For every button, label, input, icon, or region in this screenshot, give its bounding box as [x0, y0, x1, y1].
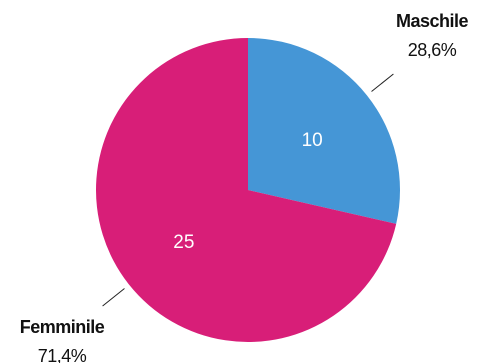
slice-value-maschile: 10	[302, 130, 323, 151]
percent-label-maschile: 28,6%	[408, 40, 457, 60]
leader-line-maschile	[371, 73, 394, 92]
pie-slice-femminile	[96, 38, 397, 342]
leader-line-femminile	[102, 288, 125, 307]
percent-label-femminile: 71,4%	[38, 346, 87, 363]
category-label-maschile: Maschile	[396, 11, 469, 31]
slice-value-femminile: 25	[173, 232, 194, 253]
pie-slice-maschile	[248, 38, 401, 224]
category-label-femminile: Femminile	[20, 317, 105, 337]
